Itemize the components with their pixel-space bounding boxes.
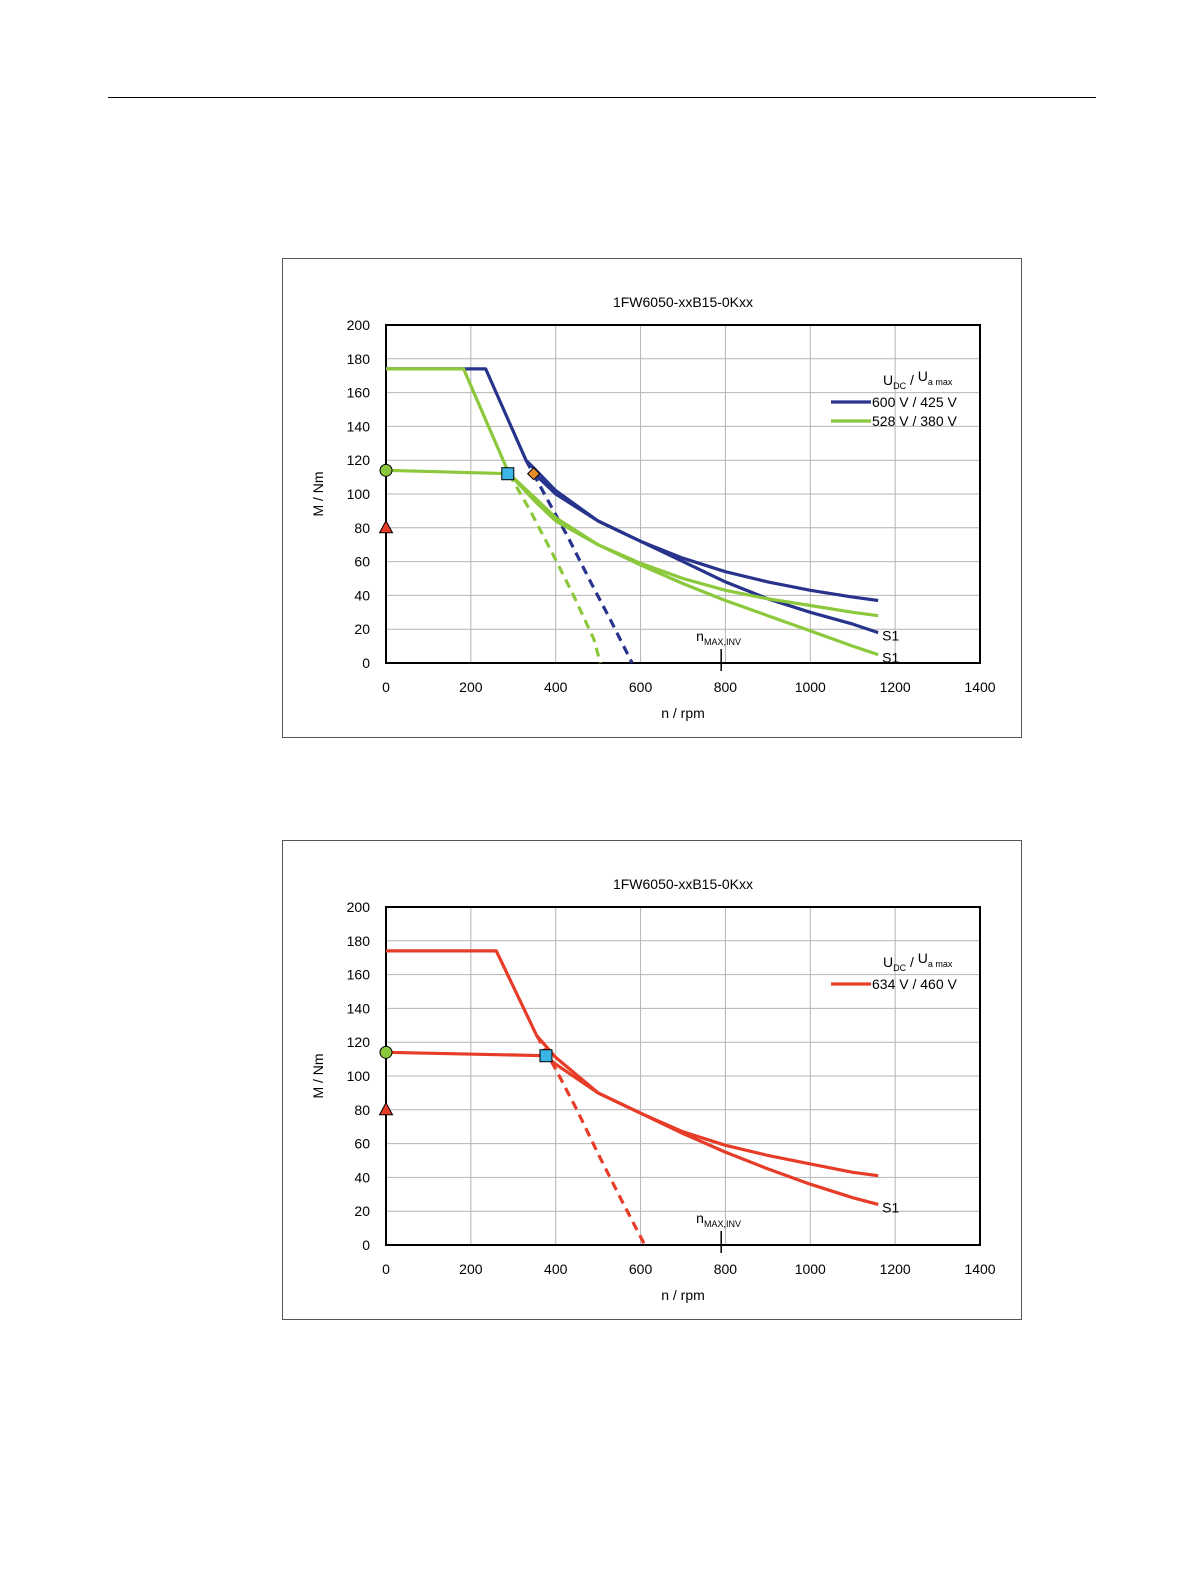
marker-circle: [379, 1045, 393, 1059]
y-tick-label: 200: [347, 317, 371, 333]
series-line-1: [385, 1050, 879, 1206]
series-end-label: S1: [882, 650, 899, 666]
y-tick-label: 60: [354, 554, 370, 570]
legend: UDC / Ua max 600 V / 425 V 528 V / 380 V: [831, 368, 958, 429]
y-tick-label: 40: [354, 587, 370, 603]
marker-square: [539, 1049, 553, 1063]
series-end-label: S1: [882, 1199, 899, 1215]
grid: [386, 907, 980, 1245]
x-tick-label: 0: [382, 679, 390, 695]
grid: [386, 325, 980, 663]
series-line-1: [533, 472, 879, 635]
x-tick-label: 800: [714, 1261, 738, 1277]
x-axis-label: n / rpm: [661, 705, 705, 721]
marker-triangle: [378, 1101, 394, 1116]
y-tick-label: 180: [347, 351, 371, 367]
y-tick-label: 120: [347, 1034, 371, 1050]
y-tick-label: 100: [347, 486, 371, 502]
legend-entry-label: 634 V / 460 V: [872, 976, 958, 992]
y-tick-label: 80: [354, 1102, 370, 1118]
chart-title: 1FW6050-xxB15-0Kxx: [613, 876, 753, 892]
marker-square: [501, 467, 515, 481]
legend-header: UDC / Ua max: [883, 368, 953, 391]
x-tick-label: 800: [714, 679, 738, 695]
y-tick-label: 160: [347, 385, 371, 401]
series-line-3: [386, 367, 879, 618]
y-tick-label: 0: [362, 1237, 370, 1253]
legend-header: UDC / Ua max: [883, 950, 953, 973]
nmax-inv-label: nMAX,INV: [696, 628, 741, 647]
x-tick-label: 400: [544, 679, 568, 695]
y-tick-label: 20: [354, 1203, 370, 1219]
torque-speed-chart-2: 1FW6050-xxB15-0Kxx 0 200 400 600 800 1000 1200 1…: [282, 840, 1022, 1320]
series-line-0: [386, 949, 879, 1178]
marker-triangle: [378, 519, 394, 534]
nmax-inv-label: nMAX,INV: [696, 1210, 741, 1229]
x-tick-label: 200: [459, 679, 483, 695]
page-top-rule: [108, 97, 1096, 98]
chart-title: 1FW6050-xxB15-0Kxx: [613, 294, 753, 310]
y-tick-label: 140: [347, 418, 371, 434]
x-tick-label: 1200: [880, 1261, 911, 1277]
y-axis-label: M / Nm: [310, 1053, 326, 1098]
torque-speed-chart-1: 1FW6050-xxB15-0Kxx 0 200 400 600 800 1000 1200 1…: [282, 258, 1022, 738]
x-tick-label: 1400: [964, 1261, 995, 1277]
x-tick-label: 0: [382, 1261, 390, 1277]
y-tick-label: 160: [347, 967, 371, 983]
x-tick-label: 600: [629, 1261, 653, 1277]
y-tick-label: 140: [347, 1000, 371, 1016]
x-tick-label: 200: [459, 1261, 483, 1277]
y-tick-label: 20: [354, 621, 370, 637]
x-tick-label: 400: [544, 1261, 568, 1277]
x-tick-label: 600: [629, 679, 653, 695]
x-tick-label: 1400: [964, 679, 995, 695]
y-tick-label: 100: [347, 1068, 371, 1084]
series-end-label: S1: [882, 628, 899, 644]
y-tick-label: 200: [347, 899, 371, 915]
series-line-5: [507, 472, 602, 664]
marker-circle: [379, 463, 393, 477]
x-tick-label: 1000: [795, 679, 826, 695]
y-axis-label: M / Nm: [310, 471, 326, 516]
plot-area-border: [385, 906, 981, 1246]
y-tick-label: 60: [354, 1136, 370, 1152]
y-tick-label: 80: [354, 520, 370, 536]
y-tick-label: 40: [354, 1169, 370, 1185]
legend-entry-label: 528 V / 380 V: [872, 413, 958, 429]
x-axis-label: n / rpm: [661, 1287, 705, 1303]
series-line-2: [524, 459, 634, 664]
y-tick-label: 0: [362, 655, 370, 671]
x-tick-label: 1200: [880, 679, 911, 695]
series-line-0: [386, 367, 879, 603]
y-tick-label: 120: [347, 452, 371, 468]
y-tick-label: 180: [347, 933, 371, 949]
legend: UDC / Ua max 634 V / 460 V: [831, 950, 958, 992]
marker-diamond: [526, 467, 541, 481]
series-line-2: [535, 1034, 647, 1246]
plot-area-border: [385, 324, 981, 664]
series-line-4: [385, 468, 879, 657]
legend-entry-label: 600 V / 425 V: [872, 394, 958, 410]
x-tick-label: 1000: [795, 1261, 826, 1277]
